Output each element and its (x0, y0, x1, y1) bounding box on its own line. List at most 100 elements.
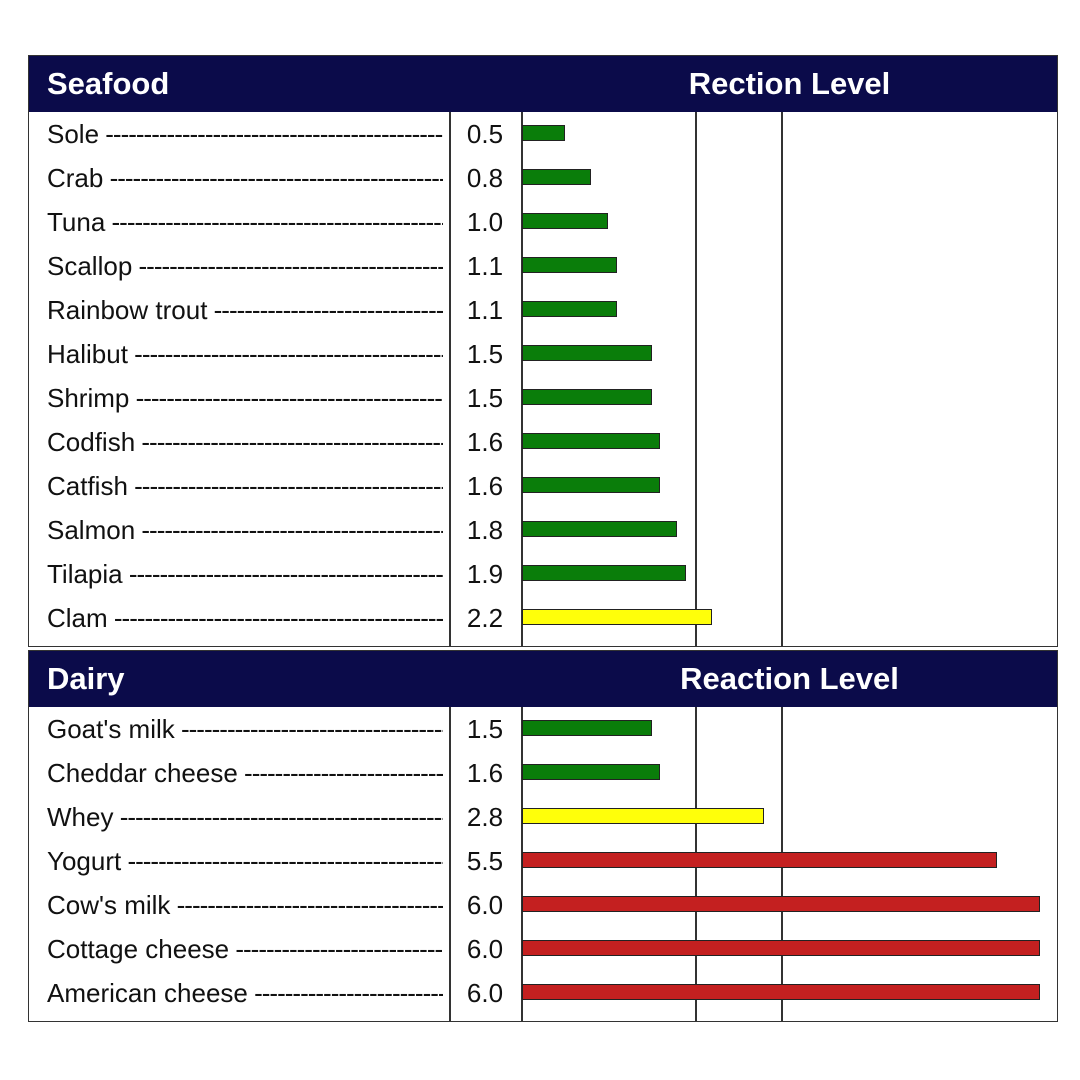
bar (522, 213, 609, 229)
bar (522, 521, 678, 537)
value-label: 6.0 (466, 890, 504, 920)
category-label: Cow's milk -----------------------------… (47, 883, 443, 927)
category-label: Catfish --------------------------------… (47, 464, 443, 508)
dot-leader: ----------------------------------------… (135, 383, 443, 413)
category-label: Rainbow trout --------------------------… (47, 288, 443, 332)
dairy-label-divider (449, 707, 451, 1021)
bar (522, 125, 566, 141)
dot-leader: ----------------------------------------… (134, 471, 443, 501)
seafood-gridline (695, 112, 697, 646)
value-label: 1.0 (466, 207, 504, 237)
bar (522, 433, 661, 449)
category-label: Whey -----------------------------------… (47, 795, 443, 839)
category-name: Goat's milk (47, 714, 175, 744)
bar (522, 345, 652, 361)
table-row: Cow's milk -----------------------------… (29, 883, 1057, 927)
seafood-title: Seafood (47, 66, 170, 101)
table-row: Halibut --------------------------------… (29, 332, 1057, 376)
bar (522, 389, 652, 405)
category-name: Codfish (47, 427, 136, 457)
category-name: Cow's milk (47, 890, 171, 920)
category-name: Catfish (47, 471, 128, 501)
table-row: Sole -----------------------------------… (29, 112, 1057, 156)
category-name: American cheese (47, 978, 248, 1008)
seafood-label-divider (449, 112, 451, 646)
table-row: Shrimp ---------------------------------… (29, 376, 1057, 420)
dairy-chart-body: Goat's milk ----------------------------… (29, 707, 1057, 1021)
dairy-header: Dairy Reaction Level (29, 651, 1057, 707)
dot-leader: ----------------------------------------… (180, 714, 443, 744)
table-row: Clam -----------------------------------… (29, 596, 1057, 640)
category-label: American cheese ------------------------… (47, 971, 443, 1015)
table-row: Crab -----------------------------------… (29, 156, 1057, 200)
category-label: Tuna -----------------------------------… (47, 200, 443, 244)
value-label: 1.6 (466, 427, 504, 457)
value-label: 1.1 (466, 251, 504, 281)
value-label: 1.6 (466, 471, 504, 501)
value-label: 1.5 (466, 714, 504, 744)
category-name: Cheddar cheese (47, 758, 238, 788)
table-row: Tuna -----------------------------------… (29, 200, 1057, 244)
dot-leader: ----------------------------------------… (244, 758, 443, 788)
value-label: 1.8 (466, 515, 504, 545)
dot-leader: ----------------------------------------… (109, 163, 443, 193)
category-name: Cottage cheese (47, 934, 230, 964)
table-row: Goat's milk ----------------------------… (29, 707, 1057, 751)
category-name: Tilapia (47, 559, 123, 589)
dot-leader: ----------------------------------------… (113, 603, 443, 633)
bar (522, 720, 652, 736)
dot-leader: ----------------------------------------… (141, 515, 443, 545)
seafood-panel: Seafood Rection Level Sole -------------… (28, 55, 1058, 647)
value-label: 1.1 (466, 295, 504, 325)
category-label: Shrimp ---------------------------------… (47, 376, 443, 420)
dot-leader: ----------------------------------------… (134, 339, 443, 369)
table-row: Whey -----------------------------------… (29, 795, 1057, 839)
table-row: Cottage cheese -------------------------… (29, 927, 1057, 971)
value-label: 1.6 (466, 758, 504, 788)
seafood-value-divider (521, 112, 523, 646)
dot-leader: ----------------------------------------… (128, 559, 443, 589)
table-row: Salmon ---------------------------------… (29, 508, 1057, 552)
value-label: 0.5 (466, 119, 504, 149)
dot-leader: ----------------------------------------… (105, 119, 443, 149)
category-name: Salmon (47, 515, 136, 545)
table-row: Cheddar cheese -------------------------… (29, 751, 1057, 795)
bar (522, 169, 592, 185)
table-row: American cheese ------------------------… (29, 971, 1057, 1015)
dot-leader: ----------------------------------------… (127, 846, 443, 876)
category-label: Scallop --------------------------------… (47, 244, 443, 288)
category-name: Scallop (47, 251, 133, 281)
bar (522, 808, 764, 824)
value-label: 1.5 (466, 339, 504, 369)
value-label: 1.5 (466, 383, 504, 413)
category-name: Shrimp (47, 383, 130, 413)
bar (522, 609, 712, 625)
value-label: 2.8 (466, 802, 504, 832)
dairy-reaction-level-title: Reaction Level (680, 661, 899, 696)
category-label: Sole -----------------------------------… (47, 112, 443, 156)
category-name: Tuna (47, 207, 106, 237)
category-name: Sole (47, 119, 100, 149)
bar (522, 257, 617, 273)
bar (522, 301, 617, 317)
dot-leader: ----------------------------------------… (138, 251, 444, 281)
bar (522, 565, 687, 581)
seafood-gridline (781, 112, 783, 646)
category-label: Salmon ---------------------------------… (47, 508, 443, 552)
value-label: 6.0 (466, 934, 504, 964)
category-name: Clam (47, 603, 108, 633)
bar (522, 852, 997, 868)
seafood-header: Seafood Rection Level (29, 56, 1057, 112)
category-name: Yogurt (47, 846, 122, 876)
bar (522, 940, 1040, 956)
table-row: Codfish --------------------------------… (29, 420, 1057, 464)
bar (522, 984, 1040, 1000)
table-row: Rainbow trout --------------------------… (29, 288, 1057, 332)
dairy-panel: Dairy Reaction Level Goat's milk -------… (28, 650, 1058, 1022)
dot-leader: ----------------------------------------… (141, 427, 443, 457)
value-label: 5.5 (466, 846, 504, 876)
seafood-reaction-level-title: Rection Level (688, 66, 891, 101)
dot-leader: ----------------------------------------… (235, 934, 443, 964)
category-label: Codfish --------------------------------… (47, 420, 443, 464)
dot-leader: ----------------------------------------… (119, 802, 443, 832)
